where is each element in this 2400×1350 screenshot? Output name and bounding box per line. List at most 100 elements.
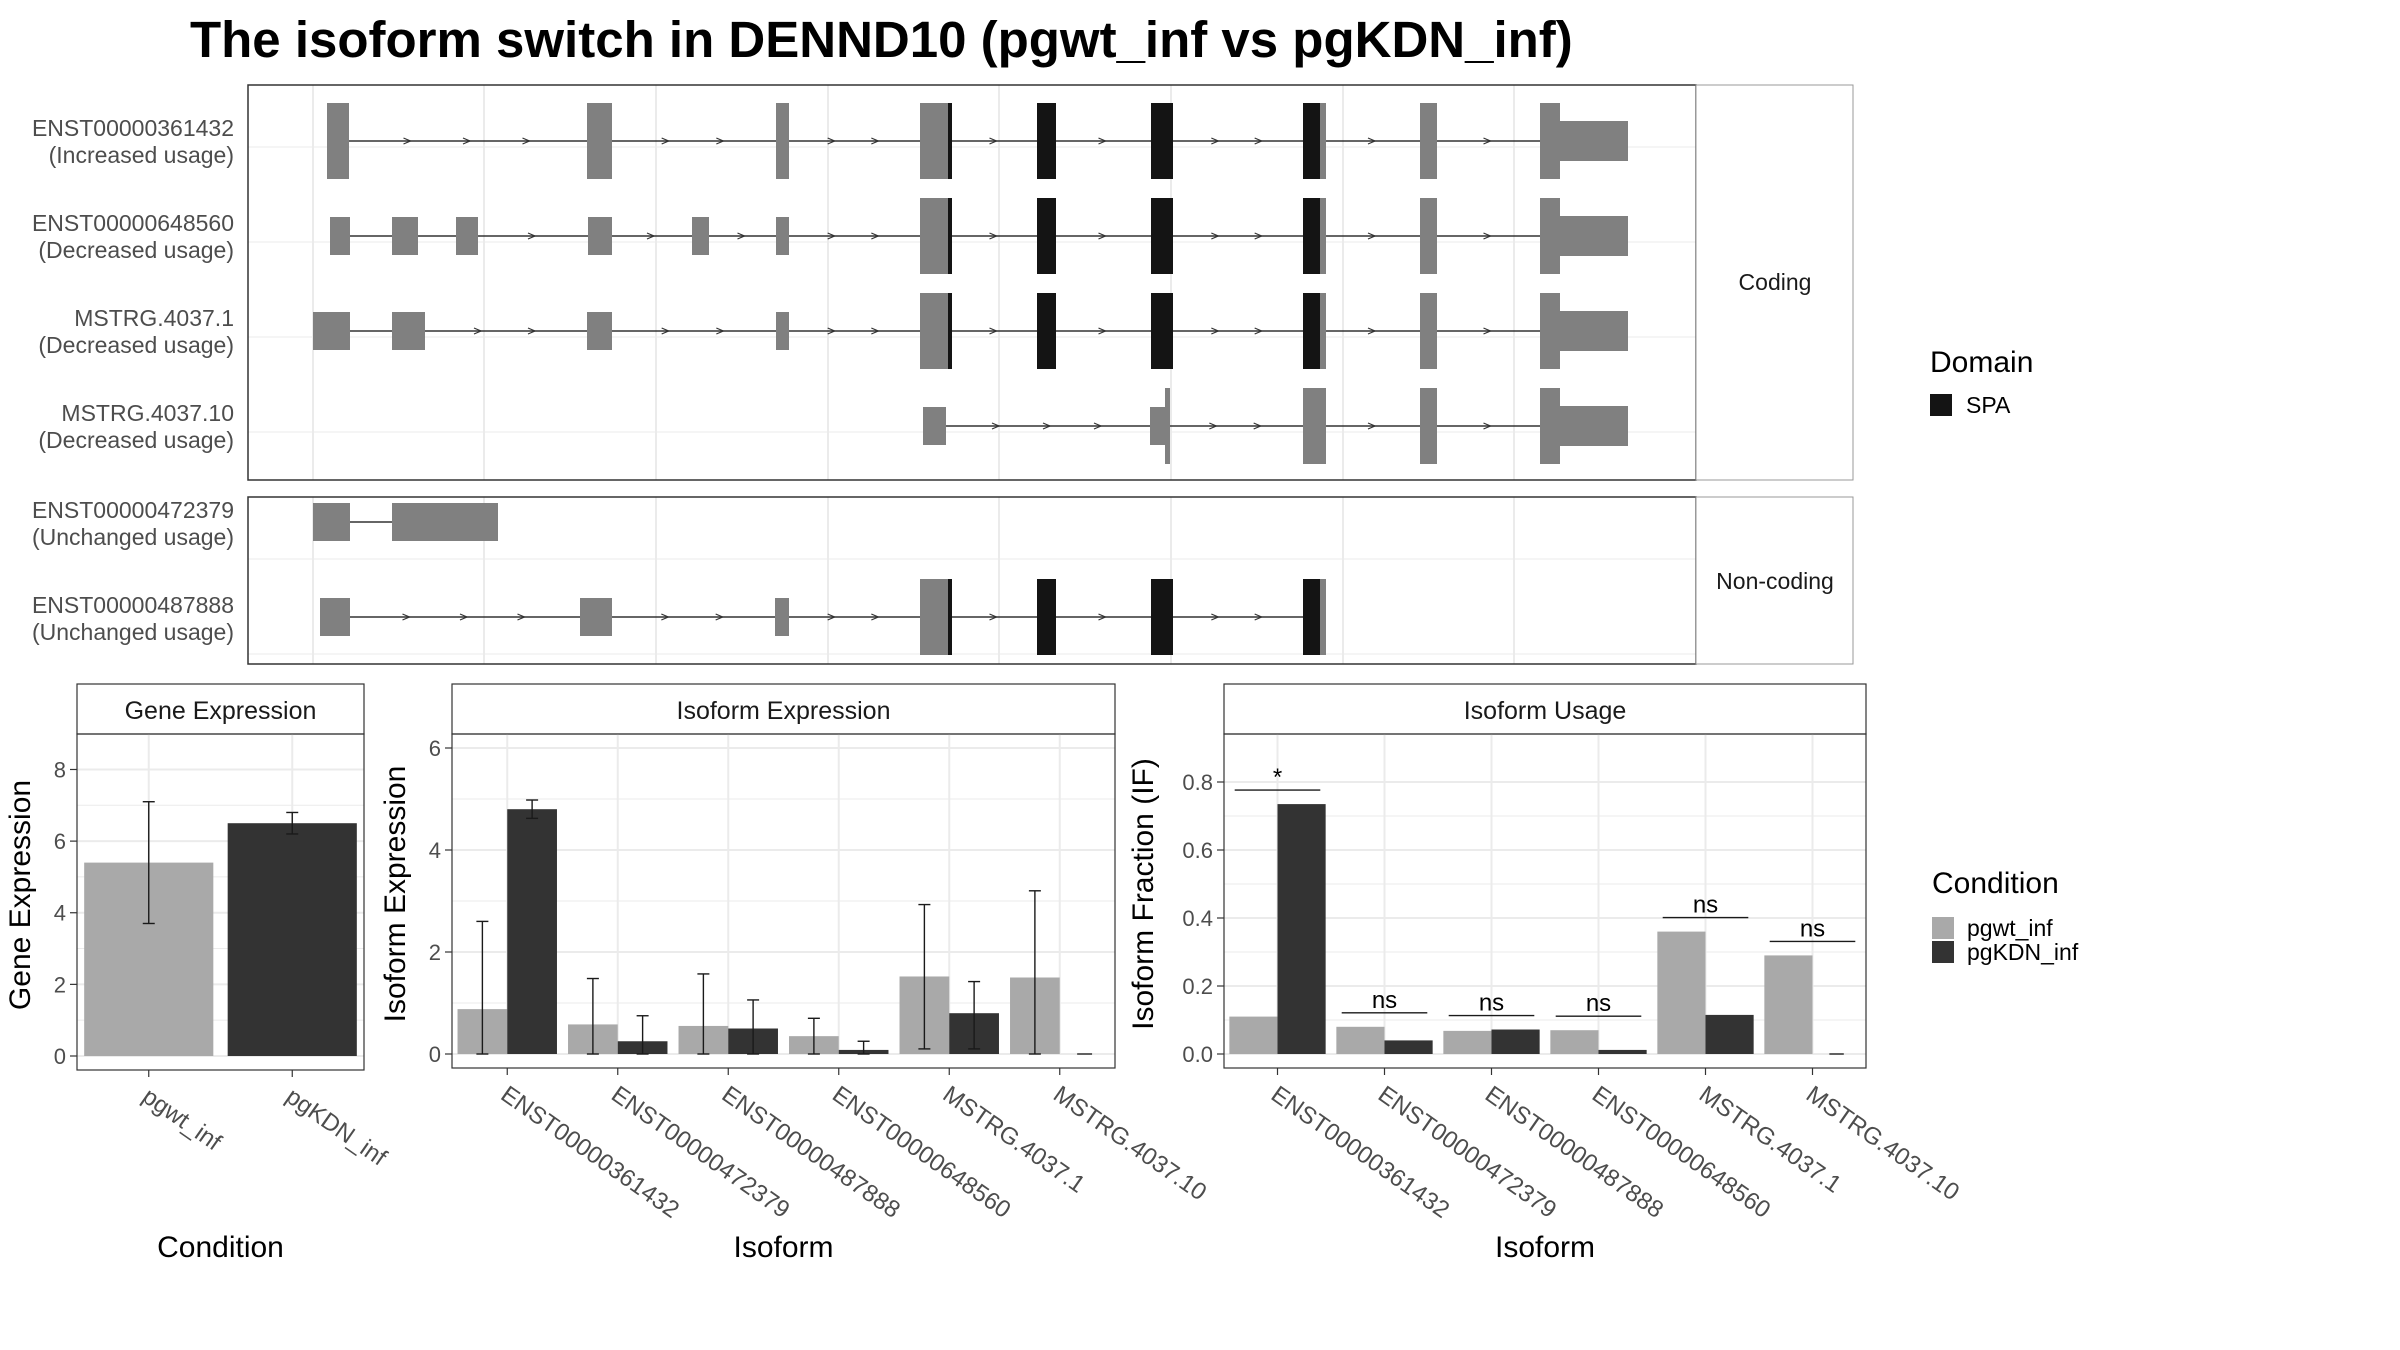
panel-border	[76, 733, 365, 1071]
transcript-track	[327, 103, 1628, 179]
strand-arrow	[402, 613, 412, 621]
panel-border	[1223, 733, 1867, 1069]
x-tick-label: ENST00000648560	[1587, 1081, 1775, 1224]
strand-arrow	[1367, 422, 1377, 430]
significance-label: ns	[1372, 987, 1397, 1014]
strand-arrow	[716, 137, 725, 145]
bar	[1277, 804, 1326, 1054]
strand-arrow	[991, 422, 1001, 430]
strand-arrow	[1367, 137, 1377, 145]
exon	[320, 598, 350, 636]
noncoding-strip-label: Non-coding	[1716, 568, 1834, 594]
isoform-usage-chart: Isoform Usage * ns ns ns ns ns 0.0 0.2 0.4 0.6 0.8 E…	[1127, 683, 1964, 1264]
strand-arrow	[522, 137, 532, 145]
x-axis-title: Isoform	[1495, 1231, 1595, 1264]
x-tick-label: ENST00000361432	[496, 1081, 684, 1224]
exon	[392, 312, 425, 350]
strand-arrow	[827, 613, 837, 621]
strand-arrow	[1211, 137, 1220, 145]
x-tick-label: ENST00000487888	[717, 1081, 905, 1224]
strand-arrow	[1254, 327, 1264, 335]
structure-panel-coding: Coding	[247, 84, 1854, 481]
strand-arrow	[1098, 137, 1108, 145]
y-tick-label: 2	[54, 972, 66, 997]
x-tick-label: ENST00000472379	[606, 1081, 794, 1224]
strand-arrow	[527, 232, 537, 240]
domain-exon	[1303, 103, 1320, 179]
domain-exon	[1151, 103, 1173, 179]
condition-legend-label: pgwt_inf	[1967, 915, 2053, 941]
transcript-name: MSTRG.4037.10	[61, 400, 234, 426]
condition-legend-key	[1932, 941, 1954, 963]
transcript-name: ENST00000487888	[32, 592, 234, 618]
exon	[313, 312, 350, 350]
exon	[1560, 406, 1628, 446]
strand-arrow	[1483, 232, 1493, 240]
strand-arrow	[715, 613, 725, 621]
domain-exon	[1303, 293, 1320, 369]
structure-panel-noncoding: Non-coding	[247, 496, 1854, 665]
strand-arrow	[1042, 422, 1052, 430]
condition-legend-label: pgKDN_inf	[1967, 939, 2079, 965]
exon	[392, 217, 418, 255]
strand-arrow	[827, 327, 837, 335]
transcript-track	[313, 503, 498, 541]
strand-arrow	[827, 232, 837, 240]
strand-arrow	[646, 232, 656, 240]
condition-legend-key	[1932, 917, 1954, 939]
transcript-usage: (Decreased usage)	[38, 427, 234, 453]
strand-arrow	[1483, 137, 1493, 145]
y-tick-label: 6	[429, 736, 441, 761]
x-tick-label: ENST00000648560	[827, 1081, 1015, 1224]
significance-label: ns	[1800, 915, 1825, 942]
strand-arrow	[871, 232, 880, 240]
y-tick-label: 0.6	[1182, 838, 1213, 863]
panel-title: Isoform Expression	[677, 697, 891, 725]
exon	[1560, 121, 1628, 161]
exon	[1320, 198, 1326, 274]
exon	[776, 217, 789, 255]
domain-exon	[1151, 198, 1173, 274]
y-tick-label: 4	[54, 901, 66, 926]
bar	[1443, 1030, 1492, 1054]
exon	[456, 217, 478, 255]
exon	[1303, 388, 1326, 464]
significance-label: ns	[1586, 990, 1611, 1017]
exon	[313, 503, 350, 541]
y-tick-label: 0.8	[1182, 770, 1213, 795]
strand-arrow	[737, 232, 747, 240]
strand-arrow	[871, 327, 880, 335]
y-tick-label: 6	[54, 829, 66, 854]
strand-arrow	[1209, 422, 1218, 430]
y-axis-title: Isoform Expression	[379, 766, 412, 1023]
transcript-track	[330, 198, 1628, 274]
strand-arrow	[716, 327, 725, 335]
domain-legend: Domain SPA	[1930, 346, 2033, 418]
bar	[1764, 955, 1813, 1054]
transcript-track	[923, 388, 1628, 464]
bar	[1229, 1016, 1278, 1054]
strand-arrow	[1098, 327, 1108, 335]
exon	[588, 217, 612, 255]
exon	[920, 293, 948, 369]
strand-arrow	[989, 327, 999, 335]
bar	[507, 809, 557, 1054]
domain-legend-title: Domain	[1930, 346, 2033, 379]
x-tick-label: ENST00000487888	[1480, 1081, 1668, 1224]
strand-arrow	[989, 613, 999, 621]
significance-label: ns	[1479, 990, 1504, 1017]
exon	[920, 579, 948, 655]
exon	[776, 312, 789, 350]
noncoding-strip	[1695, 496, 1854, 665]
domain-legend-key	[1930, 394, 1952, 416]
gene-expression-chart: Gene Expression 0 2 4 6 8 pgwt_inf pgKDN_inf Con…	[4, 683, 392, 1264]
bar	[1705, 1014, 1754, 1054]
exon	[1540, 293, 1560, 369]
bar	[1336, 1026, 1385, 1054]
transcript-usage: (Unchanged usage)	[32, 619, 234, 645]
exon	[1560, 216, 1628, 256]
exon	[1560, 311, 1628, 351]
strand-arrow	[661, 327, 671, 335]
condition-legend: Condition pgwt_inf pgKDN_inf	[1932, 867, 2079, 965]
domain-exon	[1037, 198, 1056, 274]
